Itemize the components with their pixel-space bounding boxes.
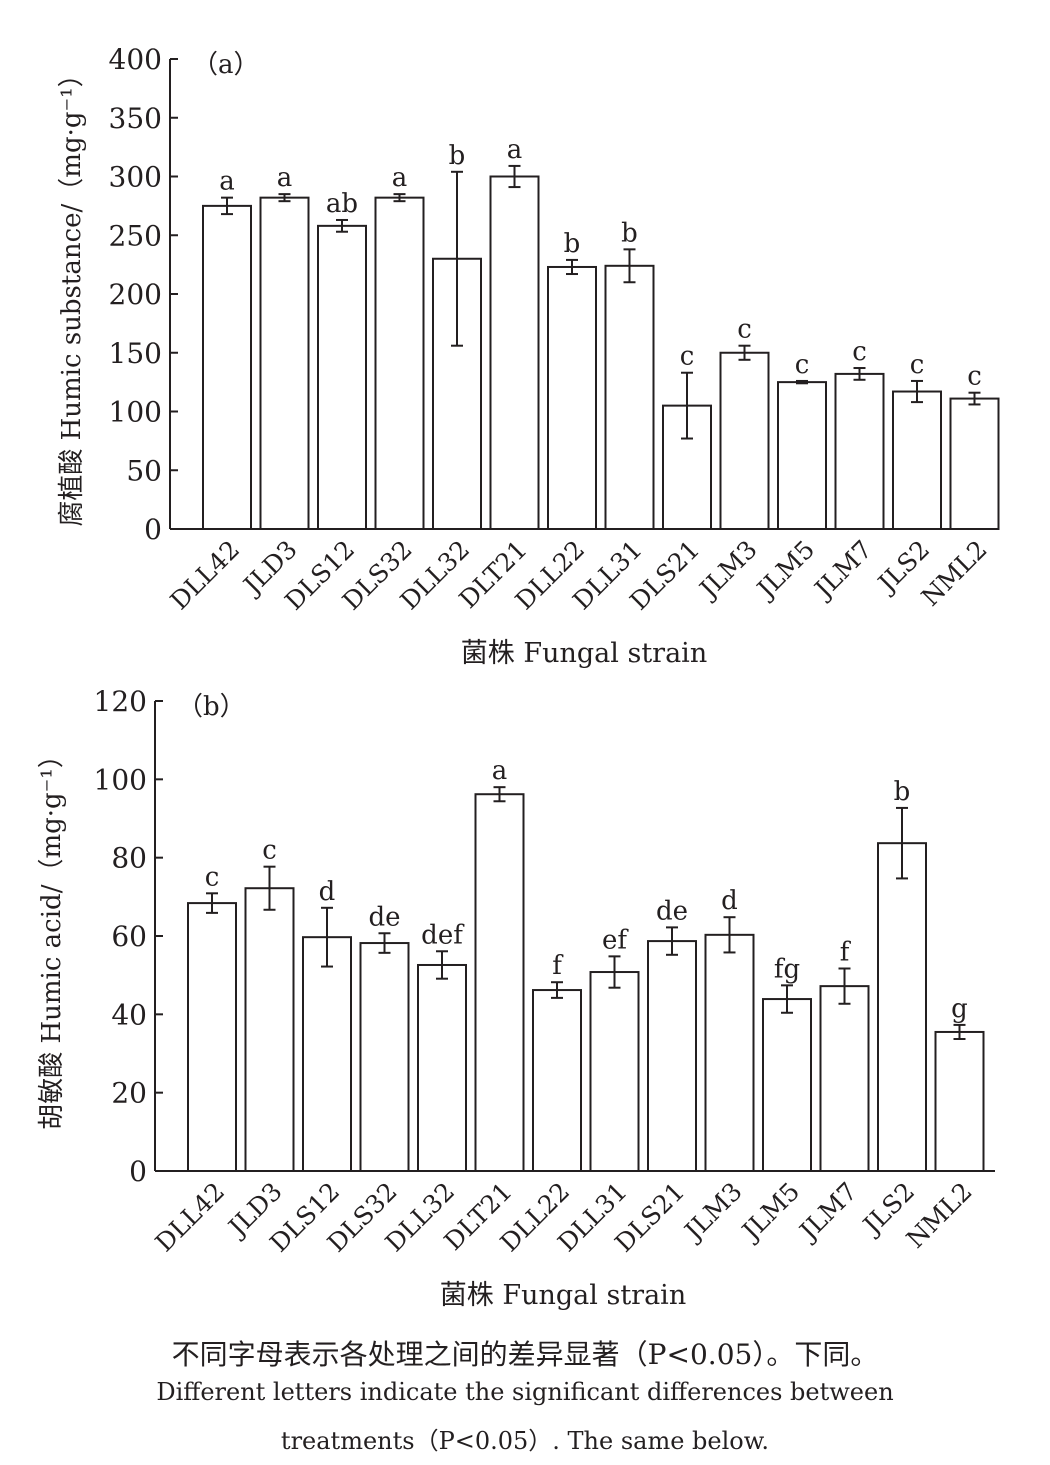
panel-a-bar-DLL31	[604, 264, 655, 530]
panel-a-sig-letter: b	[449, 141, 466, 171]
panel-b-sig-letter: de	[368, 902, 400, 932]
panel-a-bar-JLM5	[777, 381, 827, 530]
panel-b-sig-letter: c	[262, 836, 277, 866]
panel-b-sig-letter: ef	[602, 925, 629, 955]
panel-a-sig-letter: a	[219, 167, 235, 197]
panel-a-x-tick-label: JLM5	[749, 535, 820, 606]
panel-a-bar-JLM3	[719, 351, 770, 530]
panel-b-bar-DLL32	[417, 963, 467, 1172]
panel-b-label: （b）	[177, 692, 246, 722]
panel-b-y-tick-label: 120	[94, 685, 147, 718]
panel-b-sig-letter: d	[721, 886, 738, 916]
caption-zh: 不同字母表示各处理之间的差异显著（P<0.05）。下同。	[171, 1338, 879, 1371]
panel-b-sig-letter: c	[205, 862, 220, 892]
panel-a-sig-letter: ab	[326, 189, 358, 219]
panel-a-x-tick-label: JLM7	[807, 535, 878, 606]
panel-b-x-tick-label: JLM7	[792, 1177, 863, 1248]
panel-a-y-tick-label: 100	[109, 396, 162, 429]
panel-a-bar-DLS12	[317, 224, 367, 530]
panel-a-bar-DLL22	[547, 265, 597, 530]
panel-b-sig-letter: f	[840, 938, 852, 968]
panel-b-x-tick-label: JLM5	[734, 1177, 805, 1248]
panel-b-y-tick-label: 20	[111, 1077, 147, 1110]
panel-b-bar-DLS12	[302, 936, 352, 1172]
panel-b-y-tick-label: 40	[111, 998, 147, 1031]
panel-b-bar-JLM5	[762, 998, 812, 1173]
panel-a-sig-letter: a	[277, 163, 293, 193]
panel-b-bar-DLS32	[359, 942, 410, 1172]
panel-a-label: （a）	[192, 50, 260, 80]
panel-a-bar-DLL42	[202, 204, 252, 530]
panel-a-y-tick-label: 350	[109, 102, 162, 135]
panel-b-bar-JLD3	[244, 887, 295, 1172]
panel-b-sig-letter: b	[894, 777, 911, 807]
panel-a-bar-DLS32	[374, 196, 425, 530]
panel-b-bar-DLS21	[647, 940, 697, 1173]
panel-b-x-tick-label: NML2	[901, 1177, 978, 1254]
panel-a-sig-letter: a	[507, 135, 523, 165]
panel-a-bar-DLT21	[489, 175, 540, 530]
panel-b-bar-DLL31	[589, 971, 640, 1172]
panel-a-x-axis-title: 菌株 Fungal strain	[461, 638, 707, 669]
panel-a-sig-letter: c	[795, 350, 810, 380]
panel-b-y-tick-label: 100	[94, 763, 147, 796]
panel-b-sig-letter: fg	[774, 954, 800, 984]
panel-a-sig-letter: c	[737, 315, 752, 345]
panel-b-sig-letter: de	[656, 896, 688, 926]
panel-a-y-tick-label: 150	[109, 337, 162, 370]
caption-en-2: treatments（P<0.05）. The same below.	[280, 1427, 770, 1455]
panel-b-y-tick-label: 80	[111, 842, 147, 875]
panel-b-sig-letter: d	[319, 877, 336, 907]
panel-a-x-tick-label: JLM3	[692, 535, 763, 606]
panel-a-y-tick-label: 400	[109, 43, 162, 76]
panel-a-x-tick-label: NML2	[916, 535, 993, 612]
panel-a-sig-letter: c	[910, 350, 925, 380]
panel-b-sig-letter: f	[552, 951, 564, 981]
panel-a-bar-JLM7	[834, 372, 885, 530]
panel-b-bar-JLS2	[877, 842, 927, 1172]
panel-b-bar-JLM7	[819, 985, 870, 1173]
panel-b-x-axis-title: 菌株 Fungal strain	[440, 1280, 686, 1311]
panel-a-bar-JLD3	[259, 196, 310, 530]
panel-b-sig-letter: g	[951, 994, 968, 1024]
panel-b-bar-DLL42	[187, 902, 237, 1172]
panel-b-sig-letter: def	[421, 920, 465, 950]
panel-a-bar-JLS2	[892, 390, 942, 530]
panel-b-sig-letter: a	[492, 756, 508, 786]
panel-a-sig-letter: a	[392, 163, 408, 193]
panel-b-x-tick-label: DLL42	[150, 1177, 231, 1258]
panel-a-y-axis-title: 腐植酸 Humic substance/（mg·g⁻¹）	[57, 61, 87, 526]
panel-a-x-tick-label: DLL42	[165, 535, 246, 616]
panel-b-bar-DLL22	[532, 989, 582, 1172]
panel-a-sig-letter: c	[967, 362, 982, 392]
panel-a-y-tick-label: 250	[109, 219, 162, 252]
panel-a-y-tick-label: 50	[126, 454, 162, 487]
panel-b-bar-DLT21	[474, 793, 525, 1172]
panel-a-y-tick-label: 200	[109, 278, 162, 311]
panel-a-sig-letter: b	[564, 229, 581, 259]
panel-a-bar-NML2	[949, 397, 1000, 531]
panel-b-y-tick-label: 60	[111, 920, 147, 953]
panel-b-x-tick-label: JLM3	[677, 1177, 748, 1248]
panel-a-sig-letter: b	[621, 218, 638, 248]
panel-a-y-tick-label: 0	[144, 513, 162, 546]
panel-a-y-tick-label: 300	[109, 161, 162, 194]
caption-en-1: Different letters indicate the significa…	[156, 1378, 894, 1406]
panel-a-sig-letter: c	[680, 342, 695, 372]
panel-b-bar-JLM3	[704, 933, 755, 1173]
panel-b-y-tick-label: 0	[129, 1155, 147, 1188]
panel-a-sig-letter: c	[852, 337, 867, 367]
panel-b-bar-NML2	[934, 1030, 985, 1173]
panel-b-y-axis-title: 胡敏酸 Humic acid/（mg·g⁻¹）	[37, 742, 67, 1130]
